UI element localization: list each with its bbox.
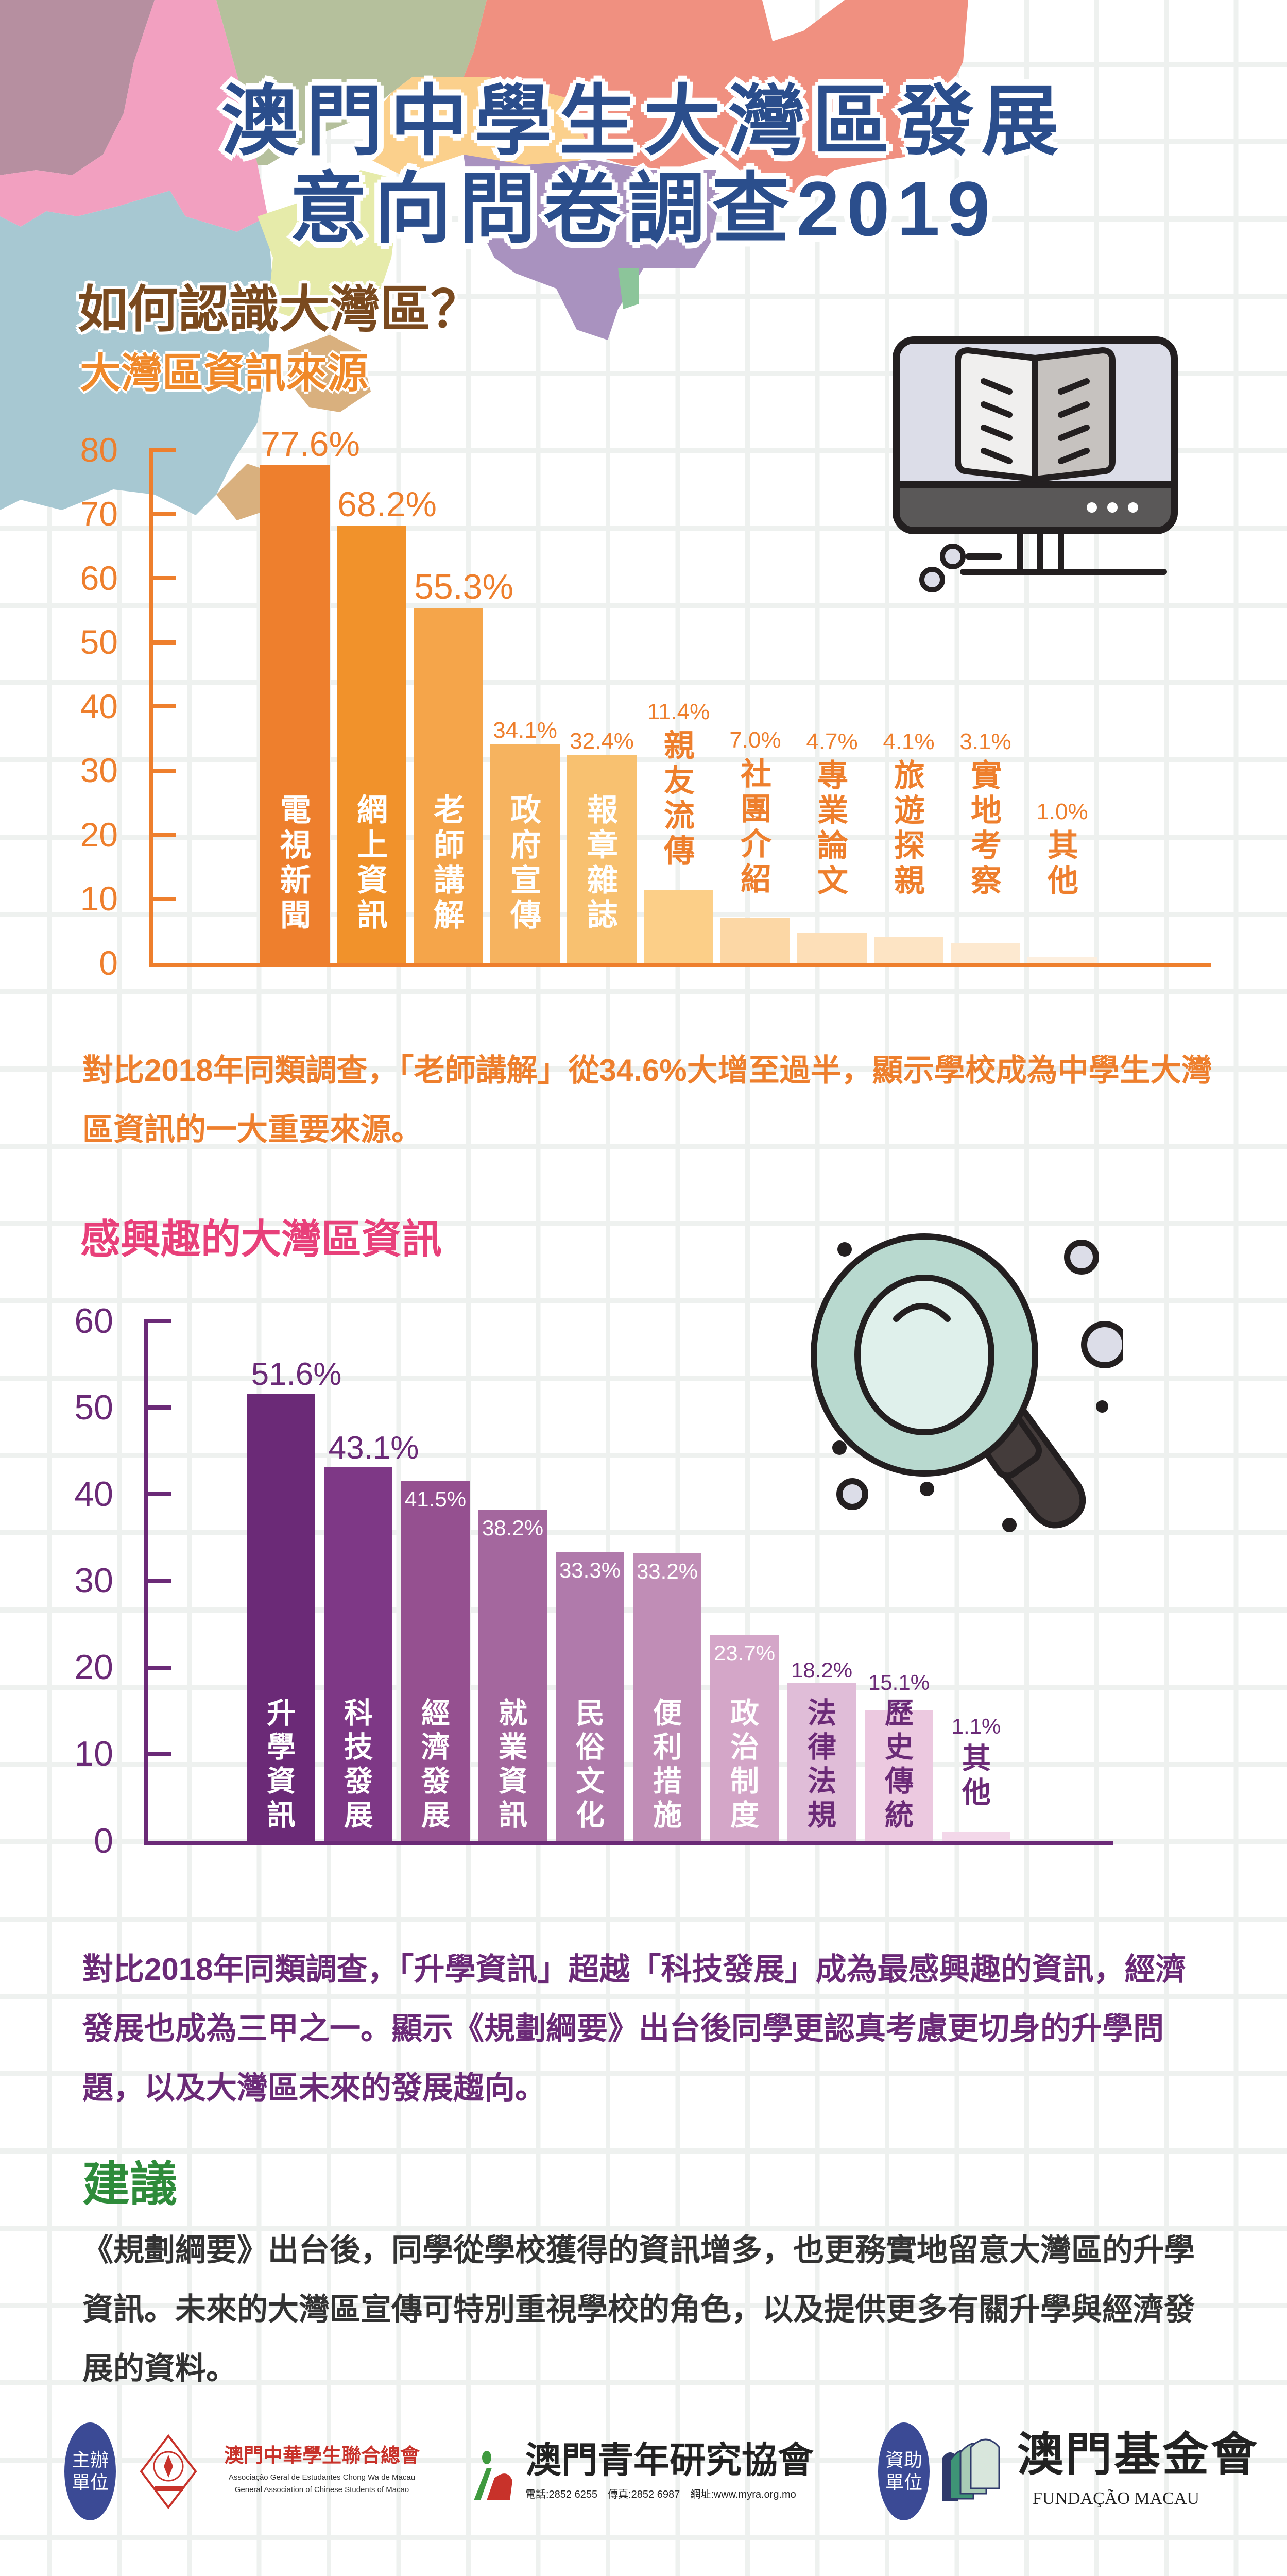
org1-portuguese-name: Associação Geral de Estudantes Chong Wa …: [228, 2473, 416, 2482]
greater-bay-area-map: [0, 0, 968, 520]
org2-logo: [474, 2451, 512, 2500]
org2-name: 澳門青年研究協會: [525, 2440, 814, 2480]
sponsor-badge: 資助單位: [878, 2422, 930, 2520]
chart1-title: 大灣區資訊來源: [80, 350, 368, 396]
org2-contact: 電話:2852 6255 傳真:2852 6987 網址:www.myra.or…: [525, 2489, 796, 2500]
title-line-1: 澳門中學生大灣區發展: [221, 78, 1066, 164]
org3-portuguese-name: FUNDAÇÃO MACAU: [1033, 2489, 1199, 2508]
suggestion-text: 《規劃綱要》出台後，同學從學校獲得的資訊增多，也更務實地留意大灣區的升學資訊。未…: [82, 2233, 1195, 2386]
suggestion-heading: 建議: [82, 2158, 178, 2211]
chart2-note: 對比2018年同類調查，「升學資訊」超越「科技發展」成為最感興趣的資訊，經濟發展…: [82, 1952, 1187, 2105]
chart2-title: 感興趣的大灣區資訊: [80, 1216, 442, 1262]
org3-name: 澳門基金會: [1017, 2429, 1259, 2481]
section-heading: 如何認識大灣區？: [77, 281, 482, 337]
org1-emblem: [140, 2434, 197, 2509]
title-line-2: 意向問卷調查2019: [289, 165, 998, 252]
computer-book-icon: [893, 336, 1178, 592]
chart1-note: 對比2018年同類調查，「老師講解」從34.6%大增至過半，顯示學校成為中學生大…: [82, 1053, 1212, 1147]
organizer-badge: 主辦單位: [64, 2422, 116, 2520]
org1-name: 澳門中華學生聯合總會: [224, 2445, 420, 2467]
magnifier-icon: [811, 1233, 1123, 1532]
org3-logo: [942, 2438, 1000, 2501]
org1-english-name: General Association of Chinese Students …: [234, 2485, 409, 2494]
